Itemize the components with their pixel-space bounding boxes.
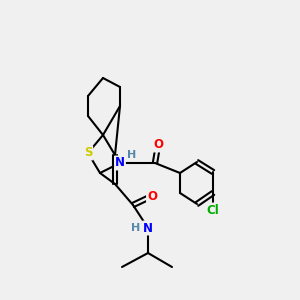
Text: N: N (143, 221, 153, 235)
Text: H: H (128, 150, 136, 160)
Text: O: O (153, 139, 163, 152)
Text: Cl: Cl (207, 203, 219, 217)
Text: H: H (131, 223, 141, 233)
Text: O: O (147, 190, 157, 202)
Text: N: N (115, 157, 125, 169)
Text: S: S (84, 146, 92, 160)
